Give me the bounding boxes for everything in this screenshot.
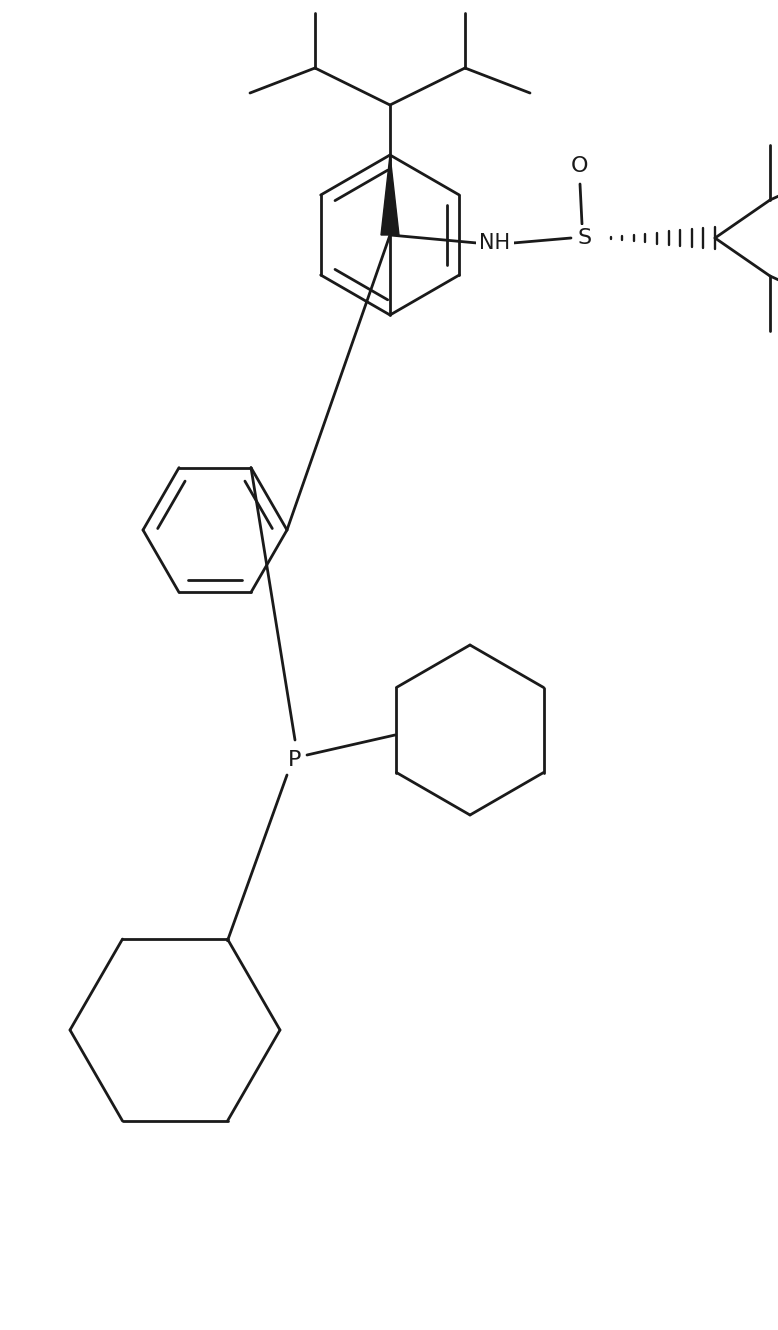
Text: S: S (578, 227, 592, 247)
Text: P: P (289, 750, 302, 770)
Polygon shape (381, 156, 399, 235)
Text: O: O (571, 156, 589, 176)
Text: NH: NH (479, 233, 510, 253)
